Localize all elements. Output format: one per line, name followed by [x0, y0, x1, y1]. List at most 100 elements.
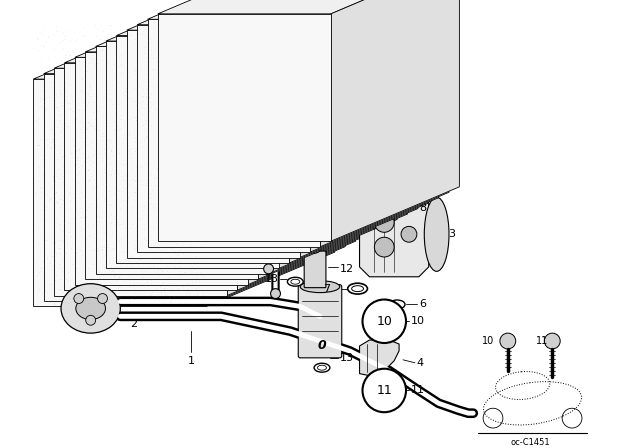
Point — [178, 112, 188, 119]
Point — [97, 177, 108, 184]
Point — [49, 259, 59, 267]
Point — [204, 27, 214, 34]
Point — [299, 24, 309, 31]
Point — [62, 99, 72, 107]
Point — [110, 190, 120, 197]
Point — [198, 135, 209, 142]
Point — [147, 74, 157, 82]
Circle shape — [264, 264, 273, 274]
Point — [271, 55, 282, 62]
Point — [179, 22, 189, 29]
Point — [276, 40, 287, 47]
Point — [184, 120, 195, 127]
Polygon shape — [65, 9, 366, 63]
Point — [188, 118, 198, 125]
Point — [60, 250, 70, 257]
Point — [193, 39, 204, 46]
Point — [86, 122, 97, 129]
Point — [69, 162, 79, 169]
Point — [116, 262, 126, 269]
Point — [58, 295, 68, 302]
Point — [188, 254, 198, 262]
Point — [173, 236, 184, 243]
Point — [150, 181, 161, 188]
Point — [86, 54, 96, 61]
Point — [145, 170, 155, 177]
Point — [112, 210, 122, 217]
Point — [61, 27, 71, 34]
Point — [113, 126, 124, 133]
Point — [118, 197, 128, 204]
Point — [178, 186, 188, 193]
Point — [136, 103, 146, 110]
Point — [37, 216, 47, 223]
Point — [129, 177, 140, 185]
Point — [46, 194, 56, 201]
Point — [130, 293, 140, 300]
Point — [157, 247, 167, 254]
Point — [82, 67, 92, 74]
Point — [126, 261, 136, 268]
Point — [63, 136, 74, 143]
Point — [50, 239, 60, 246]
Point — [167, 46, 177, 53]
Point — [138, 135, 148, 142]
Point — [97, 157, 107, 164]
Point — [116, 61, 127, 68]
Point — [58, 196, 68, 203]
Point — [84, 156, 95, 163]
Point — [72, 289, 83, 297]
Point — [90, 116, 100, 123]
Point — [105, 246, 115, 253]
Point — [156, 133, 166, 140]
Point — [166, 157, 177, 164]
Point — [76, 204, 86, 211]
Point — [29, 25, 40, 32]
Point — [56, 200, 67, 207]
Ellipse shape — [376, 199, 398, 212]
Point — [85, 82, 95, 89]
Point — [100, 198, 110, 205]
Point — [132, 203, 142, 211]
Point — [201, 64, 211, 71]
Point — [45, 195, 55, 202]
Point — [294, 43, 304, 51]
Point — [138, 273, 148, 280]
Point — [241, 42, 251, 49]
Point — [37, 88, 47, 95]
Point — [241, 46, 252, 53]
Point — [97, 112, 108, 119]
Ellipse shape — [291, 279, 300, 284]
Point — [159, 212, 169, 219]
Point — [93, 127, 103, 134]
Point — [70, 160, 81, 168]
Point — [147, 187, 157, 194]
Point — [255, 24, 266, 31]
Point — [80, 81, 90, 88]
Point — [159, 285, 170, 293]
Point — [177, 30, 188, 37]
Point — [157, 267, 168, 274]
Point — [68, 194, 79, 201]
Point — [38, 26, 48, 33]
Polygon shape — [279, 0, 408, 268]
Point — [179, 197, 189, 204]
Point — [147, 289, 157, 296]
Point — [94, 213, 104, 220]
Point — [193, 158, 203, 165]
Point — [97, 209, 107, 216]
Point — [47, 252, 57, 259]
Point — [145, 103, 155, 110]
Point — [116, 271, 126, 278]
Point — [261, 51, 271, 58]
Point — [188, 148, 198, 155]
Point — [43, 75, 53, 82]
Point — [88, 98, 98, 105]
Point — [171, 157, 181, 164]
Point — [165, 60, 175, 67]
Point — [65, 244, 76, 251]
Point — [41, 237, 51, 244]
Point — [185, 138, 195, 145]
Point — [244, 46, 255, 53]
Point — [196, 215, 207, 222]
